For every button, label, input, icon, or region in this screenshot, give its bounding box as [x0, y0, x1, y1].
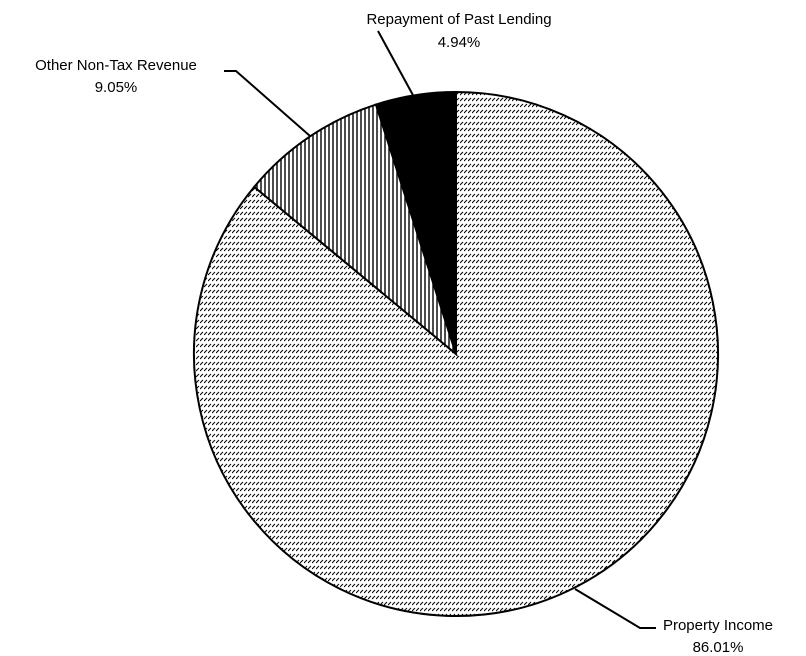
leader-line [574, 588, 656, 629]
slice-label: Other Non-Tax Revenue [35, 57, 197, 74]
slice-label: Property Income [663, 617, 773, 634]
pie-slice [374, 90, 457, 355]
pie-slice [252, 103, 458, 357]
slice-label: Repayment of Past Lending [366, 11, 551, 28]
slice-value-label: 9.05% [95, 79, 138, 96]
leader-line [224, 70, 311, 137]
slice-value-label: 4.94% [438, 34, 481, 51]
slice-value-label: 86.01% [693, 639, 744, 656]
leader-line [377, 30, 415, 98]
